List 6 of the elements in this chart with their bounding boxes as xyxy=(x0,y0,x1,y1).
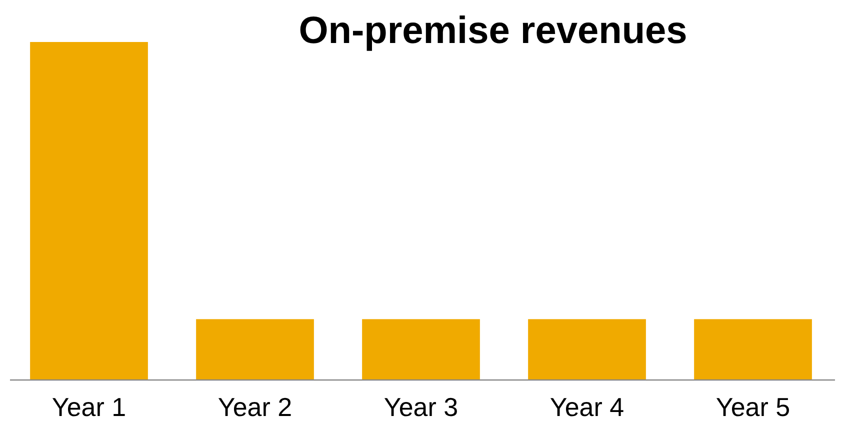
x-tick-label: Year 2 xyxy=(218,392,292,422)
x-tick-label: Year 1 xyxy=(52,392,126,422)
chart-title: On-premise revenues xyxy=(298,10,688,52)
x-tick-label: Year 4 xyxy=(550,392,624,422)
x-tick-label: Year 3 xyxy=(384,392,458,422)
x-tick-label: Year 5 xyxy=(716,392,790,422)
